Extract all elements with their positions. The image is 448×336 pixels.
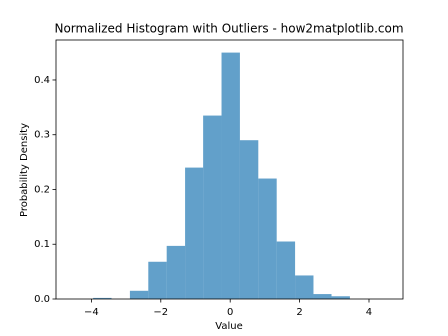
y-tick-label: 0.4 (34, 75, 50, 86)
bar (203, 115, 222, 299)
y-tick-label: 0.1 (34, 239, 50, 250)
y-tick-label: 0.0 (34, 294, 50, 305)
bar (313, 294, 332, 299)
bar (295, 275, 314, 299)
bar (331, 296, 350, 299)
chart-title: Normalized Histogram with Outliers - how… (54, 22, 403, 36)
y-tick-label: 0.2 (34, 184, 50, 195)
y-axis-label: Probability Density (19, 123, 30, 217)
x-tick-label: 0 (227, 307, 233, 318)
bar (166, 245, 186, 299)
bar (129, 290, 149, 299)
x-tick-label: −2 (153, 307, 168, 318)
y-tick-label: 0.3 (34, 130, 50, 141)
bar (276, 241, 296, 299)
bar (239, 140, 259, 299)
x-tick-label: −4 (84, 307, 99, 318)
axes-frame (55, 39, 404, 300)
bar (148, 261, 167, 299)
x-axis-label: Value (215, 321, 242, 332)
bar (221, 52, 240, 299)
bar (185, 167, 204, 299)
x-tick-label: 4 (366, 307, 372, 318)
bar (93, 297, 112, 299)
bar (258, 178, 277, 299)
x-tick-label: 2 (296, 307, 302, 318)
